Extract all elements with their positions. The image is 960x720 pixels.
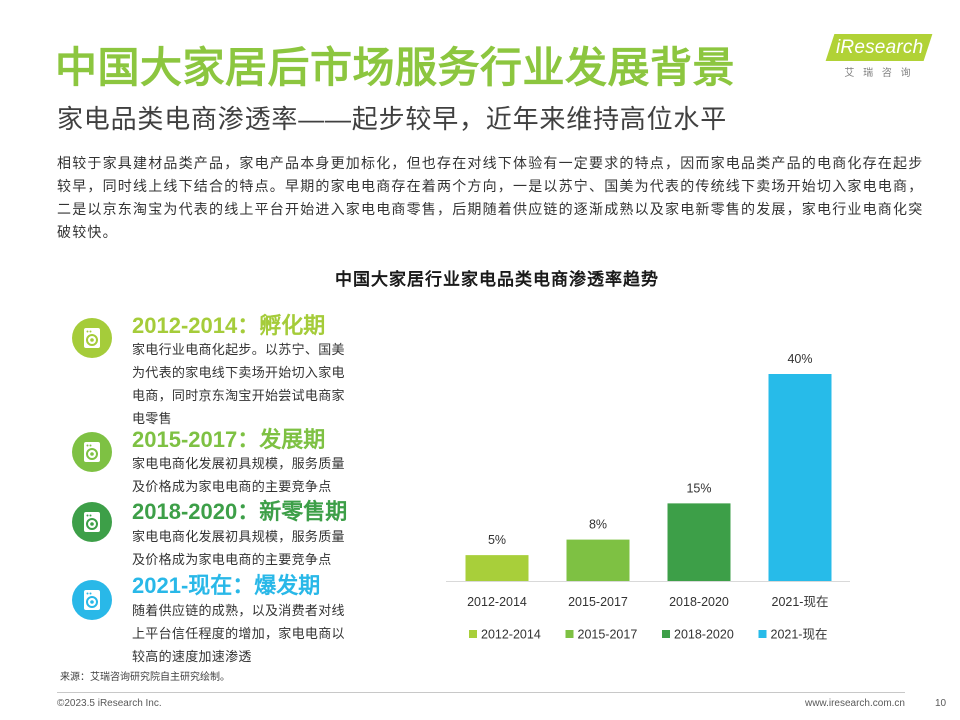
logo-chinese-name: 艾 瑞 咨 询	[844, 68, 914, 79]
stage-description-line: 电零售	[132, 411, 172, 426]
copyright-text: ©2023.5 iResearch Inc.	[57, 698, 162, 709]
stage-description-line: 上平台信任程度的增加，家电电商以	[132, 626, 345, 641]
stage-description: 随着供应链的成熟，以及消费者对线 上平台信任程度的增加，家电电商以 较高的速度加…	[132, 599, 345, 668]
logo-wordmark: iResearch	[836, 37, 924, 58]
stage-icon-circle	[72, 502, 112, 542]
chart-title: 中国大家居行业家电品类电商渗透率趋势	[335, 270, 659, 289]
washing-machine-icon	[84, 442, 100, 462]
stage-description-line: 随着供应链的成熟，以及消费者对线	[132, 603, 345, 618]
x-tick-label: 2021-现在	[772, 595, 829, 609]
stage-heading: 2015-2017：发展期	[132, 427, 326, 452]
intro-line: 较早，同时线上线下结合的特点。早期的家电电商存在着两个方向，一是以苏宁、国美为代…	[57, 178, 924, 194]
stage-icon-circle	[72, 432, 112, 472]
intro-line: 破较快。	[57, 224, 118, 240]
stage-description: 家电电商化发展初具规模，服务质量 及价格成为家电电商的主要竞争点	[132, 452, 345, 498]
bar-2021-现在	[768, 374, 832, 581]
stage-heading: 2021-现在：爆发期	[132, 573, 321, 598]
stage-description-line: 为代表的家电线下卖场开始切入家电	[132, 365, 345, 380]
intro-line: 二是以京东淘宝为代表的线上平台开始进入家电电商零售，后期随着供应链的逐渐成熟以及…	[57, 201, 924, 217]
bar-chart: 5% 2012-2014 8% 2015-2017 15% 2018-2020 40% 202…	[446, 352, 850, 642]
intro-line: 相较于家具建材品类产品，家电产品本身更加标化，但也存在对线下体验有一定要求的特点…	[57, 155, 924, 171]
data-label: 8%	[589, 518, 607, 532]
data-label: 40%	[787, 352, 812, 366]
x-tick-label: 2012-2014	[467, 595, 527, 609]
legend-label: 2015-2017	[578, 628, 638, 642]
legend-label: 2018-2020	[674, 628, 734, 642]
washing-machine-icon	[84, 512, 100, 532]
x-tick-label: 2015-2017	[568, 595, 628, 609]
data-label: 15%	[686, 481, 711, 495]
stage-heading: 2018-2020：新零售期	[132, 499, 348, 524]
washing-machine-icon	[84, 328, 100, 348]
source-note: 来源：艾瑞咨询研究院自主研究绘制。	[60, 672, 230, 683]
stage-description-line: 电商，同时京东淘宝开始尝试电商家	[132, 388, 345, 403]
stage-description-line: 家电电商化发展初具规模，服务质量	[132, 456, 345, 471]
bar-2015-2017	[566, 539, 630, 581]
legend-marker	[469, 630, 477, 638]
stage-description: 家电电商化发展初具规模，服务质量 及价格成为家电电商的主要竞争点	[132, 525, 345, 571]
stage-description-line: 较高的速度加速渗透	[132, 649, 252, 664]
stage-description: 家电行业电商化起步。以苏宁、国美 为代表的家电线下卖场开始切入家电 电商，同时京…	[132, 338, 345, 430]
page-number: 10	[935, 698, 947, 709]
legend-marker	[758, 630, 767, 638]
stage-description-line: 家电行业电商化起步。以苏宁、国美	[132, 342, 345, 357]
footer-divider	[57, 692, 905, 693]
stage-icon-circle	[72, 318, 112, 358]
x-tick-label: 2018-2020	[669, 595, 729, 609]
page-subtitle: 家电品类电商渗透率——起步较早，近年来维持高位水平	[57, 104, 728, 134]
bar-2018-2020	[667, 503, 731, 581]
stage-description-line: 及价格成为家电电商的主要竞争点	[132, 552, 332, 567]
website-text: www.iresearch.com.cn	[804, 698, 905, 709]
legend-marker	[662, 630, 670, 638]
stage-icon-circle	[72, 580, 112, 620]
bar-2012-2014	[465, 555, 529, 581]
legend-label: 2021-现在	[771, 628, 828, 642]
stage-heading: 2012-2014：孵化期	[132, 313, 326, 338]
stage-description-line: 家电电商化发展初具规模，服务质量	[132, 529, 345, 544]
legend-marker	[565, 630, 574, 638]
washing-machine-icon	[84, 590, 100, 610]
data-label: 5%	[488, 533, 506, 547]
stage-description-line: 及价格成为家电电商的主要竞争点	[132, 479, 332, 494]
intro-paragraph: 相较于家具建材品类产品，家电产品本身更加标化，但也存在对线下体验有一定要求的特点…	[57, 152, 923, 244]
page-title: 中国大家居后市场服务行业发展背景	[55, 44, 736, 91]
legend-label: 2012-2014	[481, 628, 541, 642]
